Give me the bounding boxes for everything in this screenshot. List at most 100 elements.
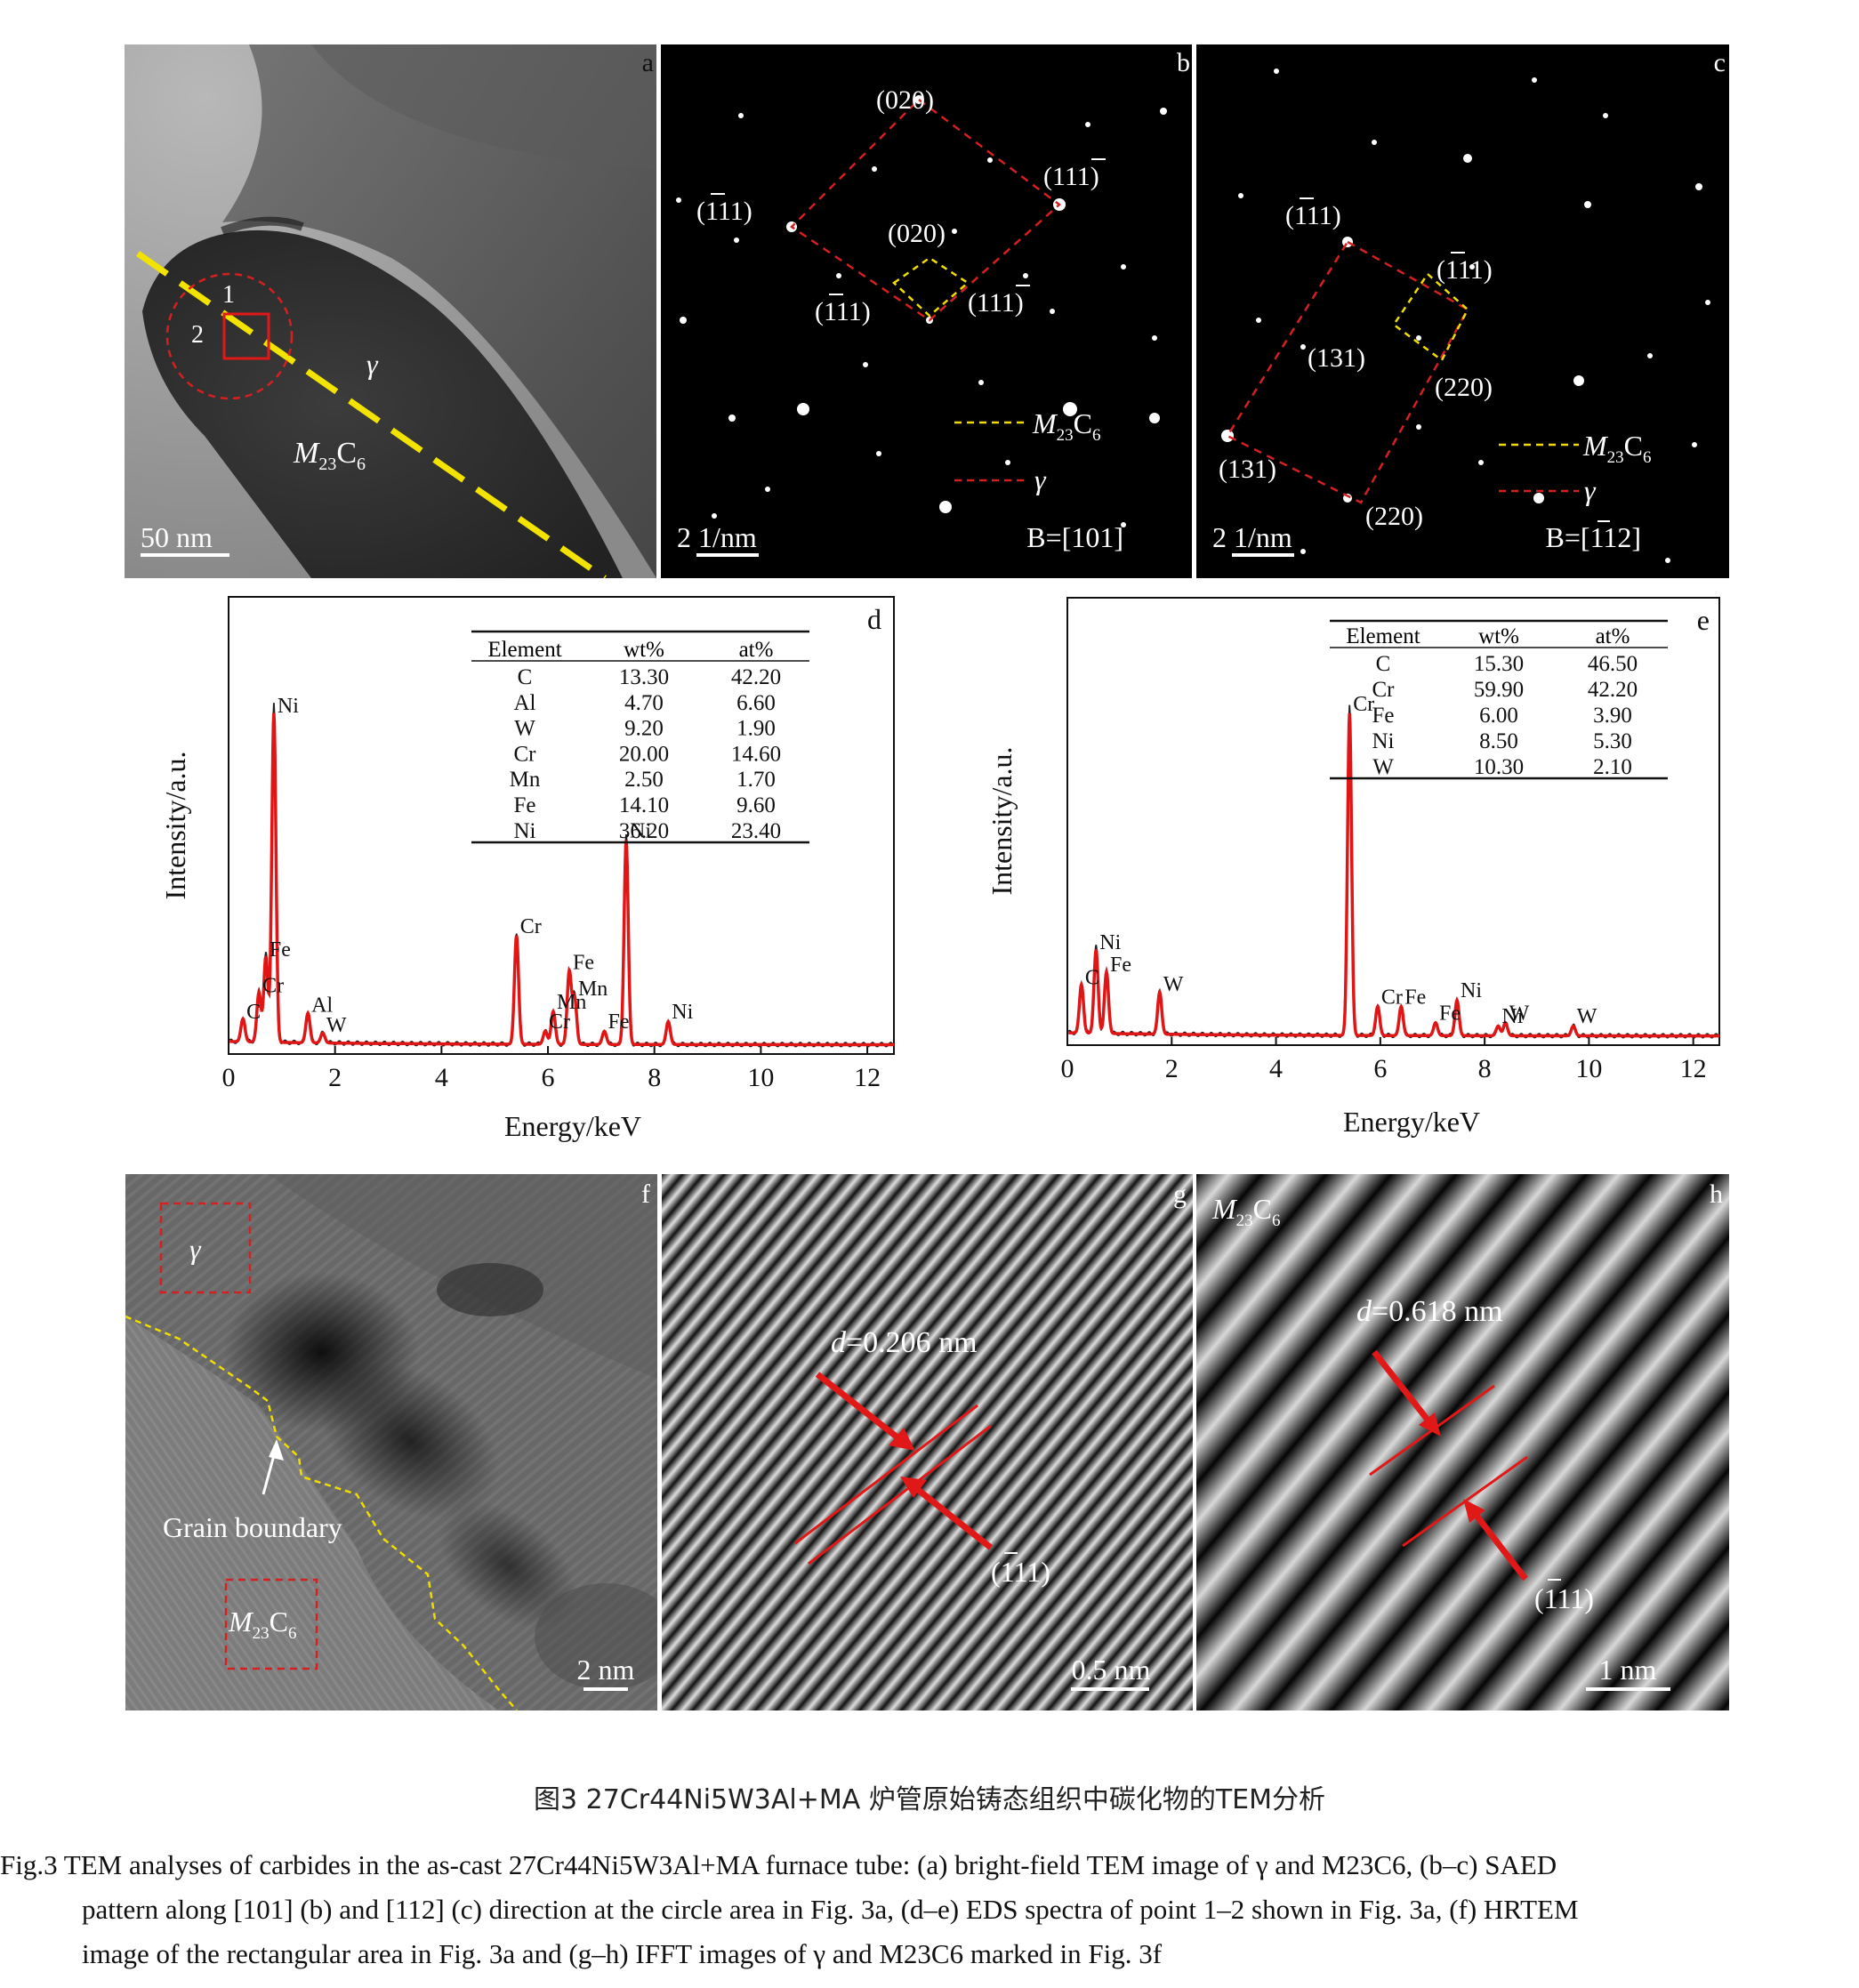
peak-label: Cr [1381,986,1403,1009]
table-cell: 42.20 [1588,678,1638,702]
spacing-arrow [1372,1349,1433,1426]
table-header: wt% [1478,624,1519,648]
peak-label: Fe [270,938,291,962]
peak-label: Ni [672,1001,693,1024]
hrtem-area-square [222,312,270,360]
panel-letter: d [867,603,881,635]
panel-f: f γ Grain boundary M23C6 2 nm [125,1174,657,1710]
arrow-head [900,1477,927,1498]
table-cell: Ni [1372,729,1395,753]
spot-label-220-outer: (220) [1365,502,1423,531]
peak-label: Cr [262,974,284,997]
spot-label-m111-outer: (111) [1285,201,1341,230]
scale-bar [1232,553,1294,557]
spot-label-131-outer: (131) [1219,455,1276,484]
peak-label: Cr [520,915,542,938]
scale-bar [696,553,759,557]
legend-label-carbide: M23C6 [1582,430,1652,467]
y-axis-label: Intensity/a.u. [986,746,1018,895]
peak-label: Cr [1353,693,1374,716]
table-cell: 9.20 [624,717,664,741]
panel-a: a 1 2 γ M23C6 50 nm [125,44,656,578]
spectrum-fit-trace [1068,712,1719,1038]
peak-label: W [1509,1002,1530,1026]
table-cell: W [514,717,535,741]
peak-label: Fe [608,1010,629,1034]
spot-label-131-inner: (131) [1308,343,1365,373]
table-cell: 36.20 [619,819,669,843]
panel-letter: e [1697,604,1710,636]
panel-g: g d=0.206 nm (111) 0.5 nm [662,1174,1193,1710]
legend-label-gamma: γ [1034,463,1047,495]
scale-bar-label: 0.5 nm [1072,1654,1151,1686]
legend-label-gamma: γ [1584,474,1597,506]
x-tick-label: 2 [328,1063,342,1092]
table-header: at% [739,638,774,662]
x-ticks: 0 2 4 6 8 10 12 [1061,1037,1707,1083]
table-cell: C [518,665,533,689]
table-cell: Cr [1372,678,1396,702]
plot-frame [1066,597,1720,1046]
hrtem-image: f γ Grain boundary M23C6 2 nm [125,1174,657,1710]
panel-letter: b [1177,48,1190,77]
caption-line: Fig.3 TEM analyses of carbides in the as… [0,1849,1557,1880]
peak-label: Fe [573,952,594,975]
fringe-marker-line [808,1424,992,1565]
peak-label: Ni [1461,979,1482,1002]
arrow-head [269,1439,284,1461]
legend-label-carbide: M23C6 [1032,407,1101,445]
table-cell: 3.90 [1593,704,1632,728]
saed-area-circle [165,272,294,400]
panel-c: c (111) (111) (131) (220) (131) (220) M2… [1196,44,1729,578]
panel-letter: h [1710,1179,1723,1209]
scale-bar [583,1687,628,1691]
table-header: wt% [624,638,664,662]
peak-label: Mn [557,991,586,1014]
peak-label: W [326,1014,347,1037]
panel-b: b (020) (111) (111) (020) (111) (111) M2… [661,44,1192,578]
x-tick-label: 10 [747,1063,774,1092]
x-tick-label: 10 [1575,1054,1602,1083]
grain-boundary-label: Grain boundary [163,1511,342,1543]
gamma-region-box [159,1202,252,1294]
composition-table: Element wt% at% C 13.30 42.20 Al 4.70 6.60 W 9.… [471,630,809,844]
x-tick-label: 8 [1478,1054,1492,1083]
table-cell: 1.90 [736,717,776,741]
plot-frame [228,596,895,1055]
panel-d: 0 2 4 6 8 10 12 C Cr Fe Ni Al W Cr Cr Mn Fe Mn Fe Ni Ni d I… [142,587,907,1147]
panel-h: h M23C6 d=0.618 nm (111) 1 nm [1196,1174,1729,1710]
spectrum-fit-trace [229,712,894,1047]
table-cell: 59.90 [1474,678,1524,702]
plane-label: (111) [991,1556,1050,1588]
fringe-marker-line [794,1404,978,1545]
grain-boundary-line [125,1315,518,1710]
peak-label: Ni [630,820,651,843]
arrow-head [1419,1413,1441,1437]
panel-e: 0 2 4 6 8 10 12 C Ni Fe W Cr Cr Fe Fe Ni W Ni W e Intensi… [965,583,1743,1147]
table-cell: 9.60 [736,793,776,817]
peak-label: Mn [578,978,608,1001]
bright-field-tem-image: a 1 2 γ M23C6 50 nm [125,44,656,578]
scale-bar-label: 2 1/nm [677,521,757,553]
point-1-label: 1 [222,281,235,309]
y-axis-label: Intensity/a.u. [159,751,191,899]
table-cell: C [1376,652,1391,676]
ifft-image-carbide: h M23C6 d=0.618 nm (111) 1 nm [1196,1174,1729,1710]
peak-label: C [246,1001,261,1024]
peak-label: W [1577,1005,1597,1028]
table-cell: 1.70 [736,768,776,792]
spot-label-11m1-outer: (111) [1043,162,1099,191]
table-cell: Fe [514,793,536,817]
x-tick-label: 0 [222,1063,236,1092]
spacing-arrow [1471,1509,1528,1582]
scale-bar-label: 1 nm [1599,1654,1657,1686]
table-cell: 2.50 [624,768,664,792]
scale-bar-label: 50 nm [141,521,213,553]
x-ticks: 0 2 4 6 8 10 12 [222,1046,881,1092]
spot-label-m111-outer: (111) [696,197,752,226]
peak-label: Al [311,994,333,1018]
panel-letter: g [1173,1179,1187,1209]
